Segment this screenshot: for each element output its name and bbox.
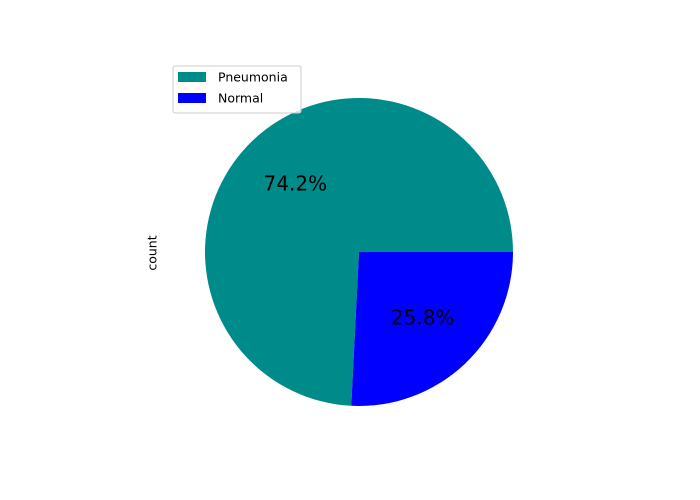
legend-label-pneumonia: Pneumonia xyxy=(218,70,288,85)
legend-swatch-normal xyxy=(178,93,206,103)
pie-slice-pneumonia xyxy=(205,98,514,406)
pie-slices xyxy=(205,98,514,406)
pct-label-pneumonia: 74.2% xyxy=(264,172,328,196)
y-axis-label: count xyxy=(145,235,160,270)
pct-label-normal: 25.8% xyxy=(391,305,455,329)
legend: Pneumonia Normal xyxy=(172,65,302,114)
pie-slice-normal xyxy=(351,252,513,406)
percentage-labels: 74.2% 25.8% xyxy=(264,172,455,330)
legend-swatch-pneumonia xyxy=(178,72,206,82)
legend-label-normal: Normal xyxy=(218,91,263,106)
